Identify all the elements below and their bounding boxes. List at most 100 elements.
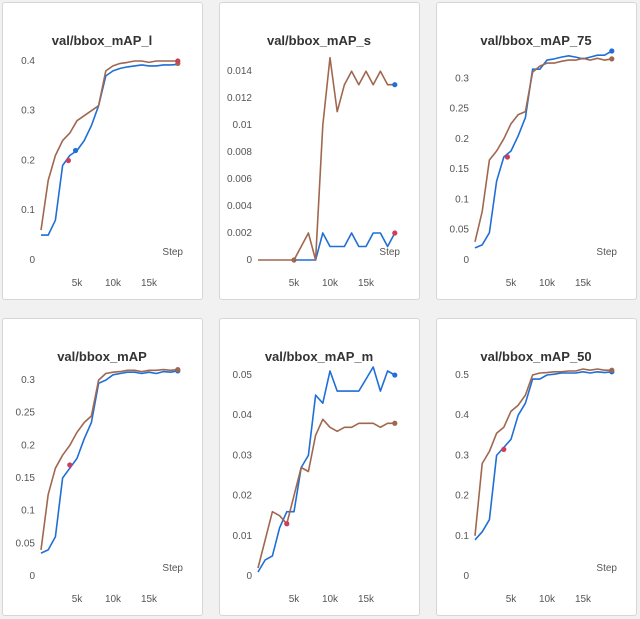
series-point-marker [65,157,71,164]
y-tick-label: 0.002 [227,228,252,239]
chart-title: val/bbox_mAP [57,349,147,364]
x-axis-label: Step [596,247,617,258]
y-tick-label: 0.3 [21,375,35,386]
chart-panel-mAP-50: val/bbox_mAP_50 0 0.1 0.2 0.3 0.4 0.5 5k 10k 15k S… [436,318,637,616]
y-tick-label: 0.2 [21,440,35,451]
y-tick-label: 0 [246,571,252,582]
y-tick-label: 0 [29,571,35,582]
series-line-2 [258,56,395,261]
y-tick-label: 0.3 [455,450,469,461]
y-tick-label: 0.004 [227,201,252,212]
chart-panel-mAP-s: val/bbox_mAP_s 0 0.002 0.004 0.006 0.008 0.01 0… [219,2,420,300]
x-tick-label: 15k [358,594,375,605]
x-tick-label: 5k [72,278,84,289]
y-tick-label: 0.2 [21,155,35,166]
y-tick-label: 0.04 [233,410,253,421]
x-tick-label: 5k [72,594,84,605]
y-tick-label: 0.01 [233,531,253,542]
series-point-marker [609,367,615,373]
y-tick-label: 0.05 [450,225,470,236]
series-point-marker [67,462,73,468]
y-tick-label: 0.05 [16,538,36,549]
chart-title: val/bbox_mAP_50 [480,349,591,364]
chart-panel-mAP-m: val/bbox_mAP_m 0 0.01 0.02 0.03 0.04 0.05 5k 10k… [219,318,420,616]
series-line-1 [40,370,178,554]
series-line-2 [40,60,178,231]
series-point-marker [284,521,290,527]
y-tick-label: 0.3 [21,106,35,117]
chart-svg-mAP-50: val/bbox_mAP_50 0 0.1 0.2 0.3 0.4 0.5 5k 10k 15k S… [455,349,617,605]
chart-svg-mAP: val/bbox_mAP 0 0.05 0.1 0.15 0.2 0.25 0.3 5k 10k 1… [16,349,184,605]
x-tick-label: 5k [506,278,518,289]
x-tick-label: 15k [358,278,375,289]
chart-title: val/bbox_mAP_l [52,33,152,48]
series-line-2 [474,368,612,536]
chart-svg-mAP-75: val/bbox_mAP_75 0 0.05 0.1 0.15 0.2 0.25 0.3 5k 1… [450,33,618,289]
chart-svg-mAP-l: val/bbox_mAP_l 0 0.1 0.2 0.3 0.4 5k 10k 15k Step [21,33,183,289]
y-tick-label: 0 [463,571,469,582]
series-point-marker [392,230,398,236]
chart-title: val/bbox_mAP_s [267,33,371,48]
y-tick-label: 0.02 [233,491,253,502]
x-tick-label: 5k [289,278,301,289]
series-point-marker [72,147,79,154]
x-tick-label: 10k [105,278,122,289]
series-point-marker [609,48,615,54]
x-axis-label: Step [379,247,400,258]
y-tick-label: 0.1 [455,531,469,542]
series-point-marker [175,58,181,64]
x-tick-label: 10k [105,594,122,605]
x-tick-label: 5k [289,594,301,605]
x-axis-label: Step [162,563,183,574]
series-line-1 [41,63,178,236]
y-tick-label: 0.01 [233,120,253,131]
y-tick-label: 0.014 [227,66,252,77]
chart-title: val/bbox_mAP_75 [480,33,591,48]
x-tick-label: 15k [141,278,158,289]
series-line-1 [474,370,612,541]
y-tick-label: 0.1 [455,194,469,205]
series-point-marker [504,154,510,160]
chart-panel-mAP-l: val/bbox_mAP_l 0 0.1 0.2 0.3 0.4 5k 10k 15k Step [2,2,203,300]
y-tick-label: 0.006 [227,174,252,185]
series-line-2 [257,418,395,569]
series-point-marker [392,372,398,378]
chart-panel-mAP: val/bbox_mAP 0 0.05 0.1 0.15 0.2 0.25 0.3 5k 10k 1… [2,318,203,616]
x-tick-label: 10k [539,594,556,605]
y-tick-label: 0 [246,255,252,266]
series-point-marker [175,367,181,373]
x-axis-label: Step [162,247,183,258]
series-line-1 [257,366,396,573]
x-tick-label: 15k [575,278,592,289]
y-tick-label: 0.4 [21,56,35,67]
y-tick-label: 0.25 [450,104,470,115]
series-point-marker [392,82,398,88]
series-line-1 [294,232,396,261]
y-tick-label: 0.15 [450,164,470,175]
x-tick-label: 5k [506,594,518,605]
series-point-marker [392,420,398,426]
x-tick-label: 15k [575,594,592,605]
y-tick-label: 0 [463,255,469,266]
series-line-1 [474,50,613,249]
y-tick-label: 0.3 [455,73,469,84]
y-tick-label: 0.2 [455,134,469,145]
series-point-marker [291,257,297,263]
chart-svg-mAP-s: val/bbox_mAP_s 0 0.002 0.004 0.006 0.008 0.01 0… [227,33,400,289]
y-tick-label: 0.25 [16,408,36,419]
series-point-marker [501,446,507,452]
series-point-marker [609,56,615,62]
chart-title: val/bbox_mAP_m [265,349,373,364]
series-line-2 [40,368,178,551]
y-tick-label: 0.5 [455,370,469,381]
chart-svg-mAP-m: val/bbox_mAP_m 0 0.01 0.02 0.03 0.04 0.05 5k 10k… [233,349,398,605]
y-tick-label: 0.012 [227,93,252,104]
chart-panel-mAP-75: val/bbox_mAP_75 0 0.05 0.1 0.15 0.2 0.25 0.3 5k 1… [436,2,637,300]
x-tick-label: 10k [539,278,556,289]
x-axis-label: Step [596,563,617,574]
x-tick-label: 15k [141,594,158,605]
x-tick-label: 10k [322,278,339,289]
y-tick-label: 0.008 [227,147,252,158]
y-tick-label: 0.05 [233,370,253,381]
y-tick-label: 0.2 [455,491,469,502]
